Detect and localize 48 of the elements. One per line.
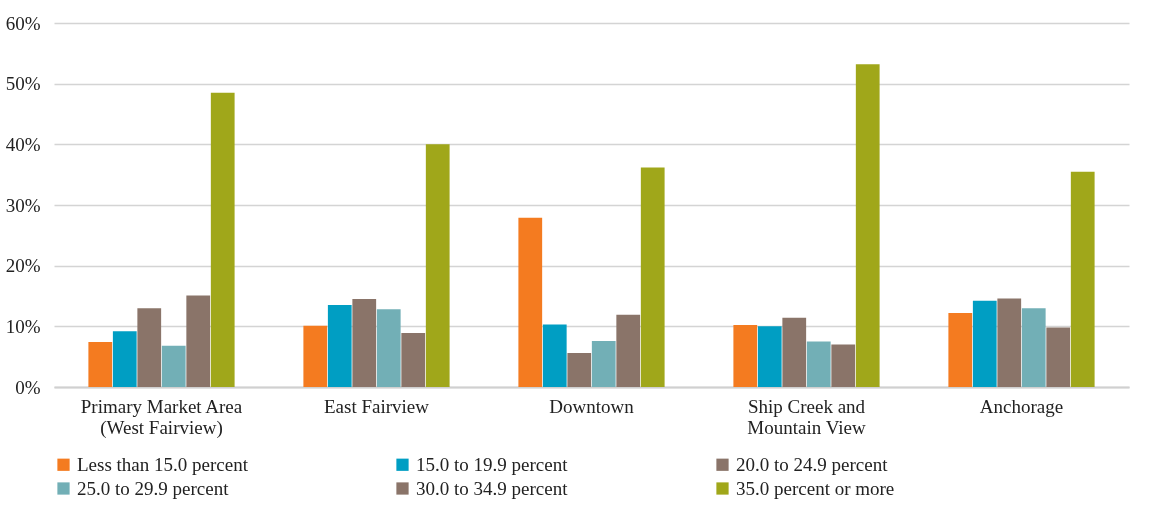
y-tick-label: 20% — [5, 255, 41, 277]
bar — [161, 345, 186, 387]
legend-label: 15.0 to 19.9 percent — [416, 453, 569, 475]
bar — [616, 314, 641, 387]
y-tick-label: 60% — [5, 12, 41, 34]
legend-label: 35.0 percent or more — [736, 477, 895, 499]
bar — [806, 341, 831, 387]
bar — [1046, 327, 1071, 387]
bar — [997, 298, 1022, 387]
bar — [210, 92, 235, 387]
bar — [855, 64, 880, 387]
bar — [948, 312, 973, 387]
legend-label: Less than 15.0 percent — [77, 453, 249, 475]
y-tick-label: 50% — [5, 73, 41, 95]
bar — [327, 305, 352, 387]
legend-label: 25.0 to 29.9 percent — [77, 477, 230, 499]
bar — [757, 326, 782, 387]
bar — [640, 167, 665, 387]
y-tick-label: 40% — [5, 133, 41, 155]
bar — [782, 317, 807, 387]
y-tick-label: 10% — [5, 315, 41, 337]
bar — [518, 217, 543, 387]
bar — [542, 324, 567, 387]
x-tick-label: East Fairview — [323, 395, 430, 417]
bar — [1021, 308, 1046, 387]
legend-label: 30.0 to 34.9 percent — [416, 477, 569, 499]
bar — [186, 295, 211, 387]
bar — [831, 344, 856, 387]
bar — [112, 331, 137, 387]
x-tick-label: Ship Creek and Mountain View — [747, 395, 866, 438]
bar — [733, 325, 758, 387]
bar — [1070, 171, 1095, 387]
bar — [303, 325, 328, 387]
bar — [972, 300, 997, 387]
y-tick-label: 30% — [5, 194, 41, 216]
bar — [137, 308, 162, 387]
legend-label: 20.0 to 24.9 percent — [736, 453, 889, 475]
y-tick-label: 0% — [15, 376, 41, 398]
bar — [401, 333, 426, 387]
bar — [425, 144, 450, 387]
bar — [567, 353, 592, 387]
bar — [376, 309, 401, 387]
x-tick-label: Downtown — [549, 395, 635, 417]
bar — [352, 299, 377, 387]
x-tick-label: Anchorage — [979, 395, 1064, 417]
bar — [591, 340, 616, 387]
bar — [88, 342, 113, 387]
x-tick-label: Primary Market Area (West Fairview) — [80, 395, 243, 439]
